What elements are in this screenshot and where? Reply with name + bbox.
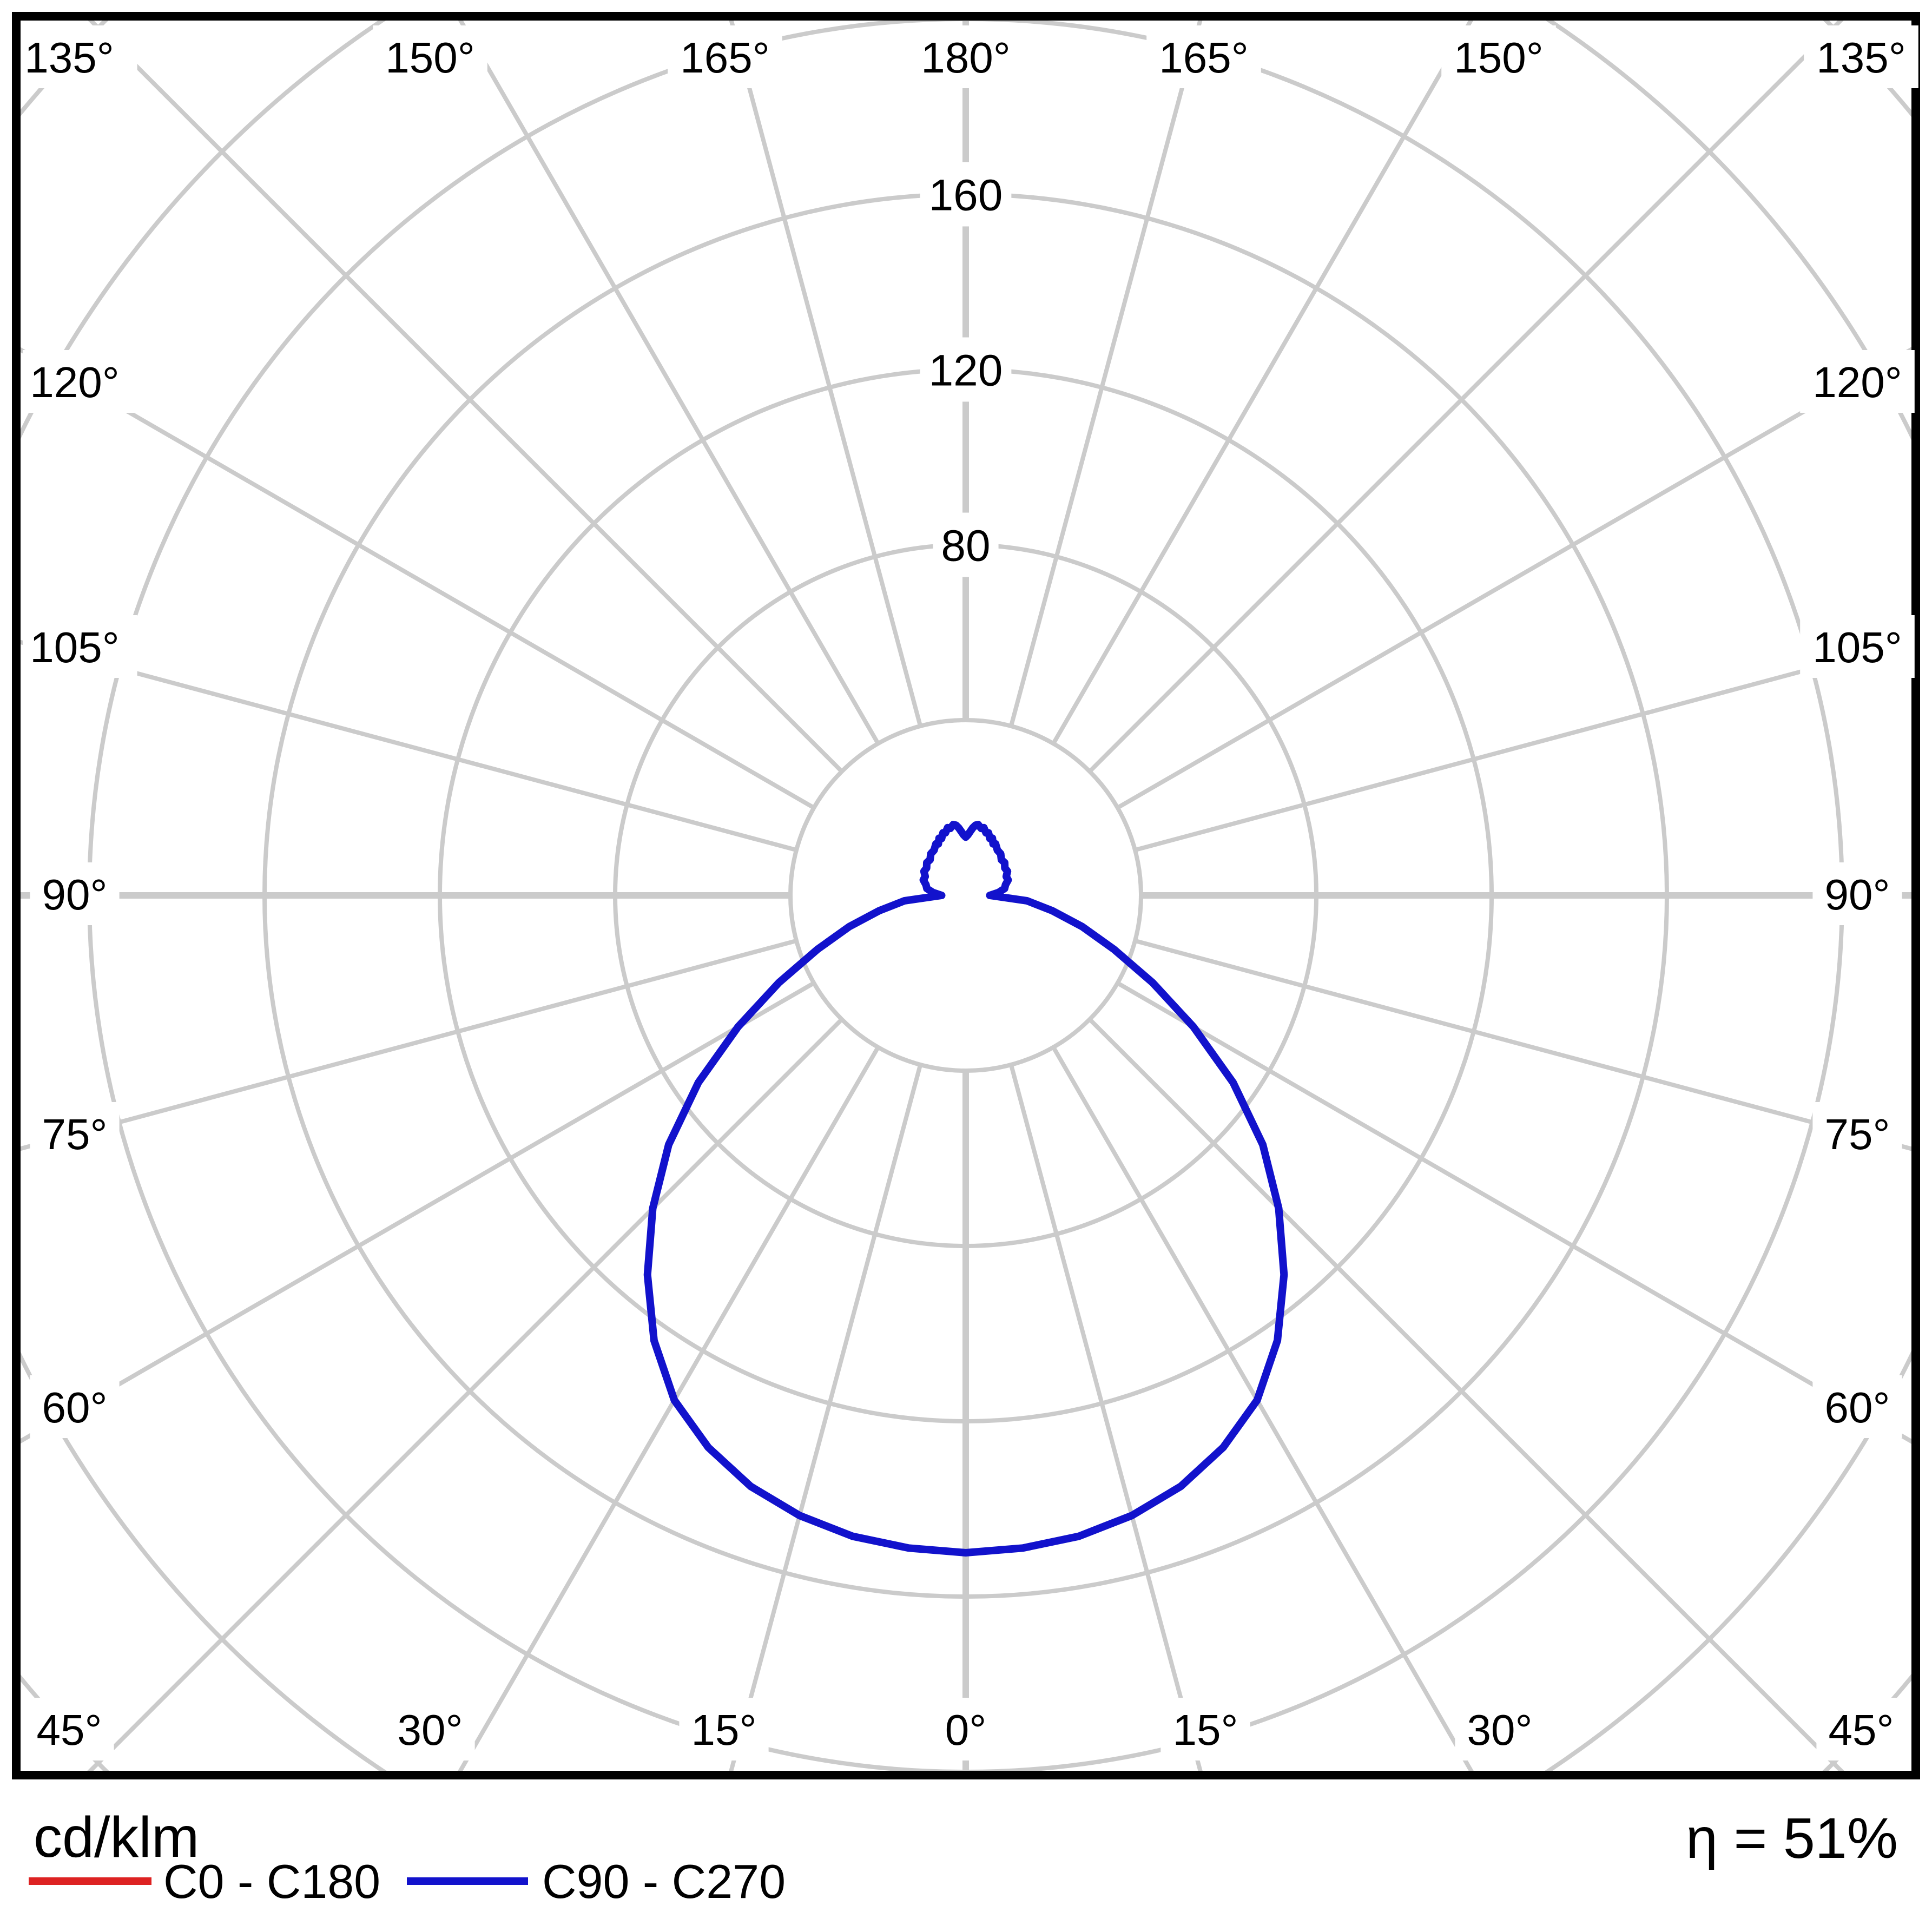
grid-label: 150° [1454, 34, 1543, 82]
label-chip [679, 1698, 769, 1760]
label-chip [23, 350, 137, 413]
grid-spoke-195 [729, 21, 923, 727]
label-chip [23, 615, 137, 678]
grid-label: 30° [398, 1706, 463, 1754]
grid-spoke-240 [21, 347, 815, 810]
label-chip [908, 25, 1023, 88]
unit-label: cd/klm [34, 1805, 199, 1869]
grid-label: 60° [1825, 1383, 1890, 1432]
grid-label: 105° [30, 623, 119, 671]
grid-label: 120° [30, 358, 119, 406]
grid-spoke-120 [1116, 347, 1911, 810]
grid-label: 165° [1159, 34, 1248, 82]
grid-label: 45° [1829, 1706, 1894, 1754]
grid-label: 135° [24, 34, 114, 82]
grid-label: 180° [921, 34, 1010, 82]
grid-spoke-285 [21, 938, 797, 1151]
grid-label: 105° [1812, 623, 1902, 671]
grid-label: 80 [941, 522, 990, 571]
label-chip [668, 25, 782, 88]
grid-label: 120 [929, 346, 1003, 395]
grid-spoke-75 [1134, 938, 1911, 1151]
label-chip [1160, 1698, 1250, 1760]
grid-spoke-345 [729, 1064, 923, 1771]
label-chip [933, 1698, 998, 1760]
label-chip [1146, 25, 1261, 88]
grid-label: 160 [929, 171, 1003, 220]
label-chip [1812, 1102, 1902, 1165]
label-chip [920, 162, 1012, 227]
label-chip [385, 1698, 475, 1760]
grid-spoke-15 [1008, 1064, 1203, 1771]
grid-spoke-315 [87, 1018, 843, 1771]
grid-label: 15° [1173, 1706, 1238, 1754]
grid-spoke-30 [1051, 1046, 1474, 1771]
legend-label-c90-c270: C90 - C270 [542, 1855, 786, 1908]
grid-label: 135° [1816, 34, 1905, 82]
label-chip [1441, 25, 1556, 88]
grid-spoke-60 [1116, 981, 1911, 1444]
label-chip [24, 1698, 114, 1760]
grid-spoke-255 [21, 639, 797, 853]
legend-label-c0-c180: C0 - C180 [163, 1855, 380, 1908]
legend: C0 - C180 C90 - C270 [29, 1855, 786, 1908]
grid-label: 90° [1825, 871, 1890, 919]
label-chip [1800, 350, 1915, 413]
label-chip [23, 25, 137, 88]
grid-spoke-300 [21, 981, 815, 1444]
grid-label: 0° [945, 1706, 986, 1754]
grid-spoke-150 [1051, 21, 1474, 745]
grid-label: 150° [385, 34, 474, 82]
grid-labels: 135° 150° 165° 180° 165° 150° 135° 45° 30° 15° 0° 1… [23, 25, 1918, 1760]
grid-spoke-165 [1008, 21, 1203, 727]
label-chip [30, 1375, 120, 1438]
grid-label: 165° [680, 34, 769, 82]
label-chip [373, 25, 487, 88]
grid-label: 30° [1467, 1706, 1533, 1754]
label-chip [1812, 862, 1902, 925]
grid-label: 45° [37, 1706, 102, 1754]
label-chip [1455, 1698, 1545, 1760]
curve-c90-c270 [643, 821, 1288, 1557]
grid-spoke-105 [1134, 639, 1911, 853]
grid-label: 75° [1825, 1110, 1890, 1158]
grid-spoke-45 [1088, 1018, 1844, 1771]
label-chip [1816, 1698, 1906, 1760]
label-chip [1800, 615, 1915, 678]
grid-label: 120° [1812, 358, 1902, 406]
grid-spoke-330 [458, 1046, 880, 1771]
label-chip [30, 862, 120, 925]
label-chip [1804, 25, 1918, 88]
grid-label: 60° [42, 1383, 108, 1432]
efficiency-label: η = 51% [1686, 1806, 1898, 1870]
label-chip [933, 512, 999, 577]
grid-label: 15° [691, 1706, 757, 1754]
intensity-curves [643, 821, 1288, 1557]
grid-label: 90° [42, 871, 108, 919]
grid-spoke-210 [458, 21, 880, 745]
grid-label: 75° [42, 1110, 108, 1158]
label-chip [30, 1102, 120, 1165]
label-chip [1812, 1375, 1902, 1438]
label-chip [920, 337, 1012, 402]
